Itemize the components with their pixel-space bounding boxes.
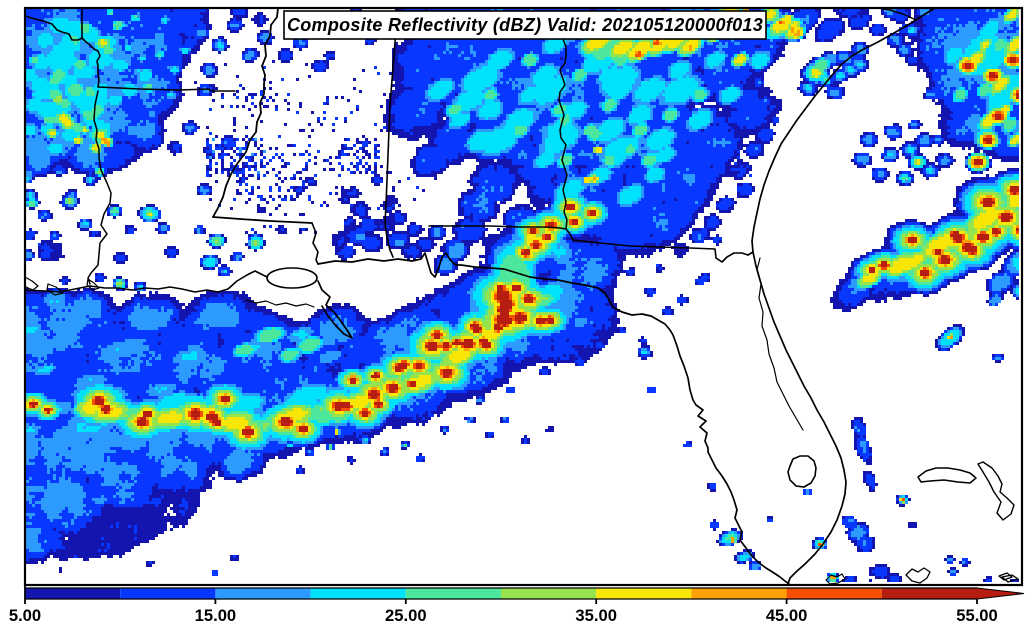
svg-text:25.00: 25.00 [385, 606, 427, 625]
svg-text:15.00: 15.00 [195, 606, 237, 625]
svg-text:Composite Reflectivity (dBZ) V: Composite Reflectivity (dBZ) Valid: 2021… [287, 15, 763, 35]
svg-text:55.00: 55.00 [956, 606, 998, 625]
svg-text:45.00: 45.00 [766, 606, 808, 625]
svg-text:5.00: 5.00 [9, 606, 41, 625]
svg-text:35.00: 35.00 [575, 606, 617, 625]
